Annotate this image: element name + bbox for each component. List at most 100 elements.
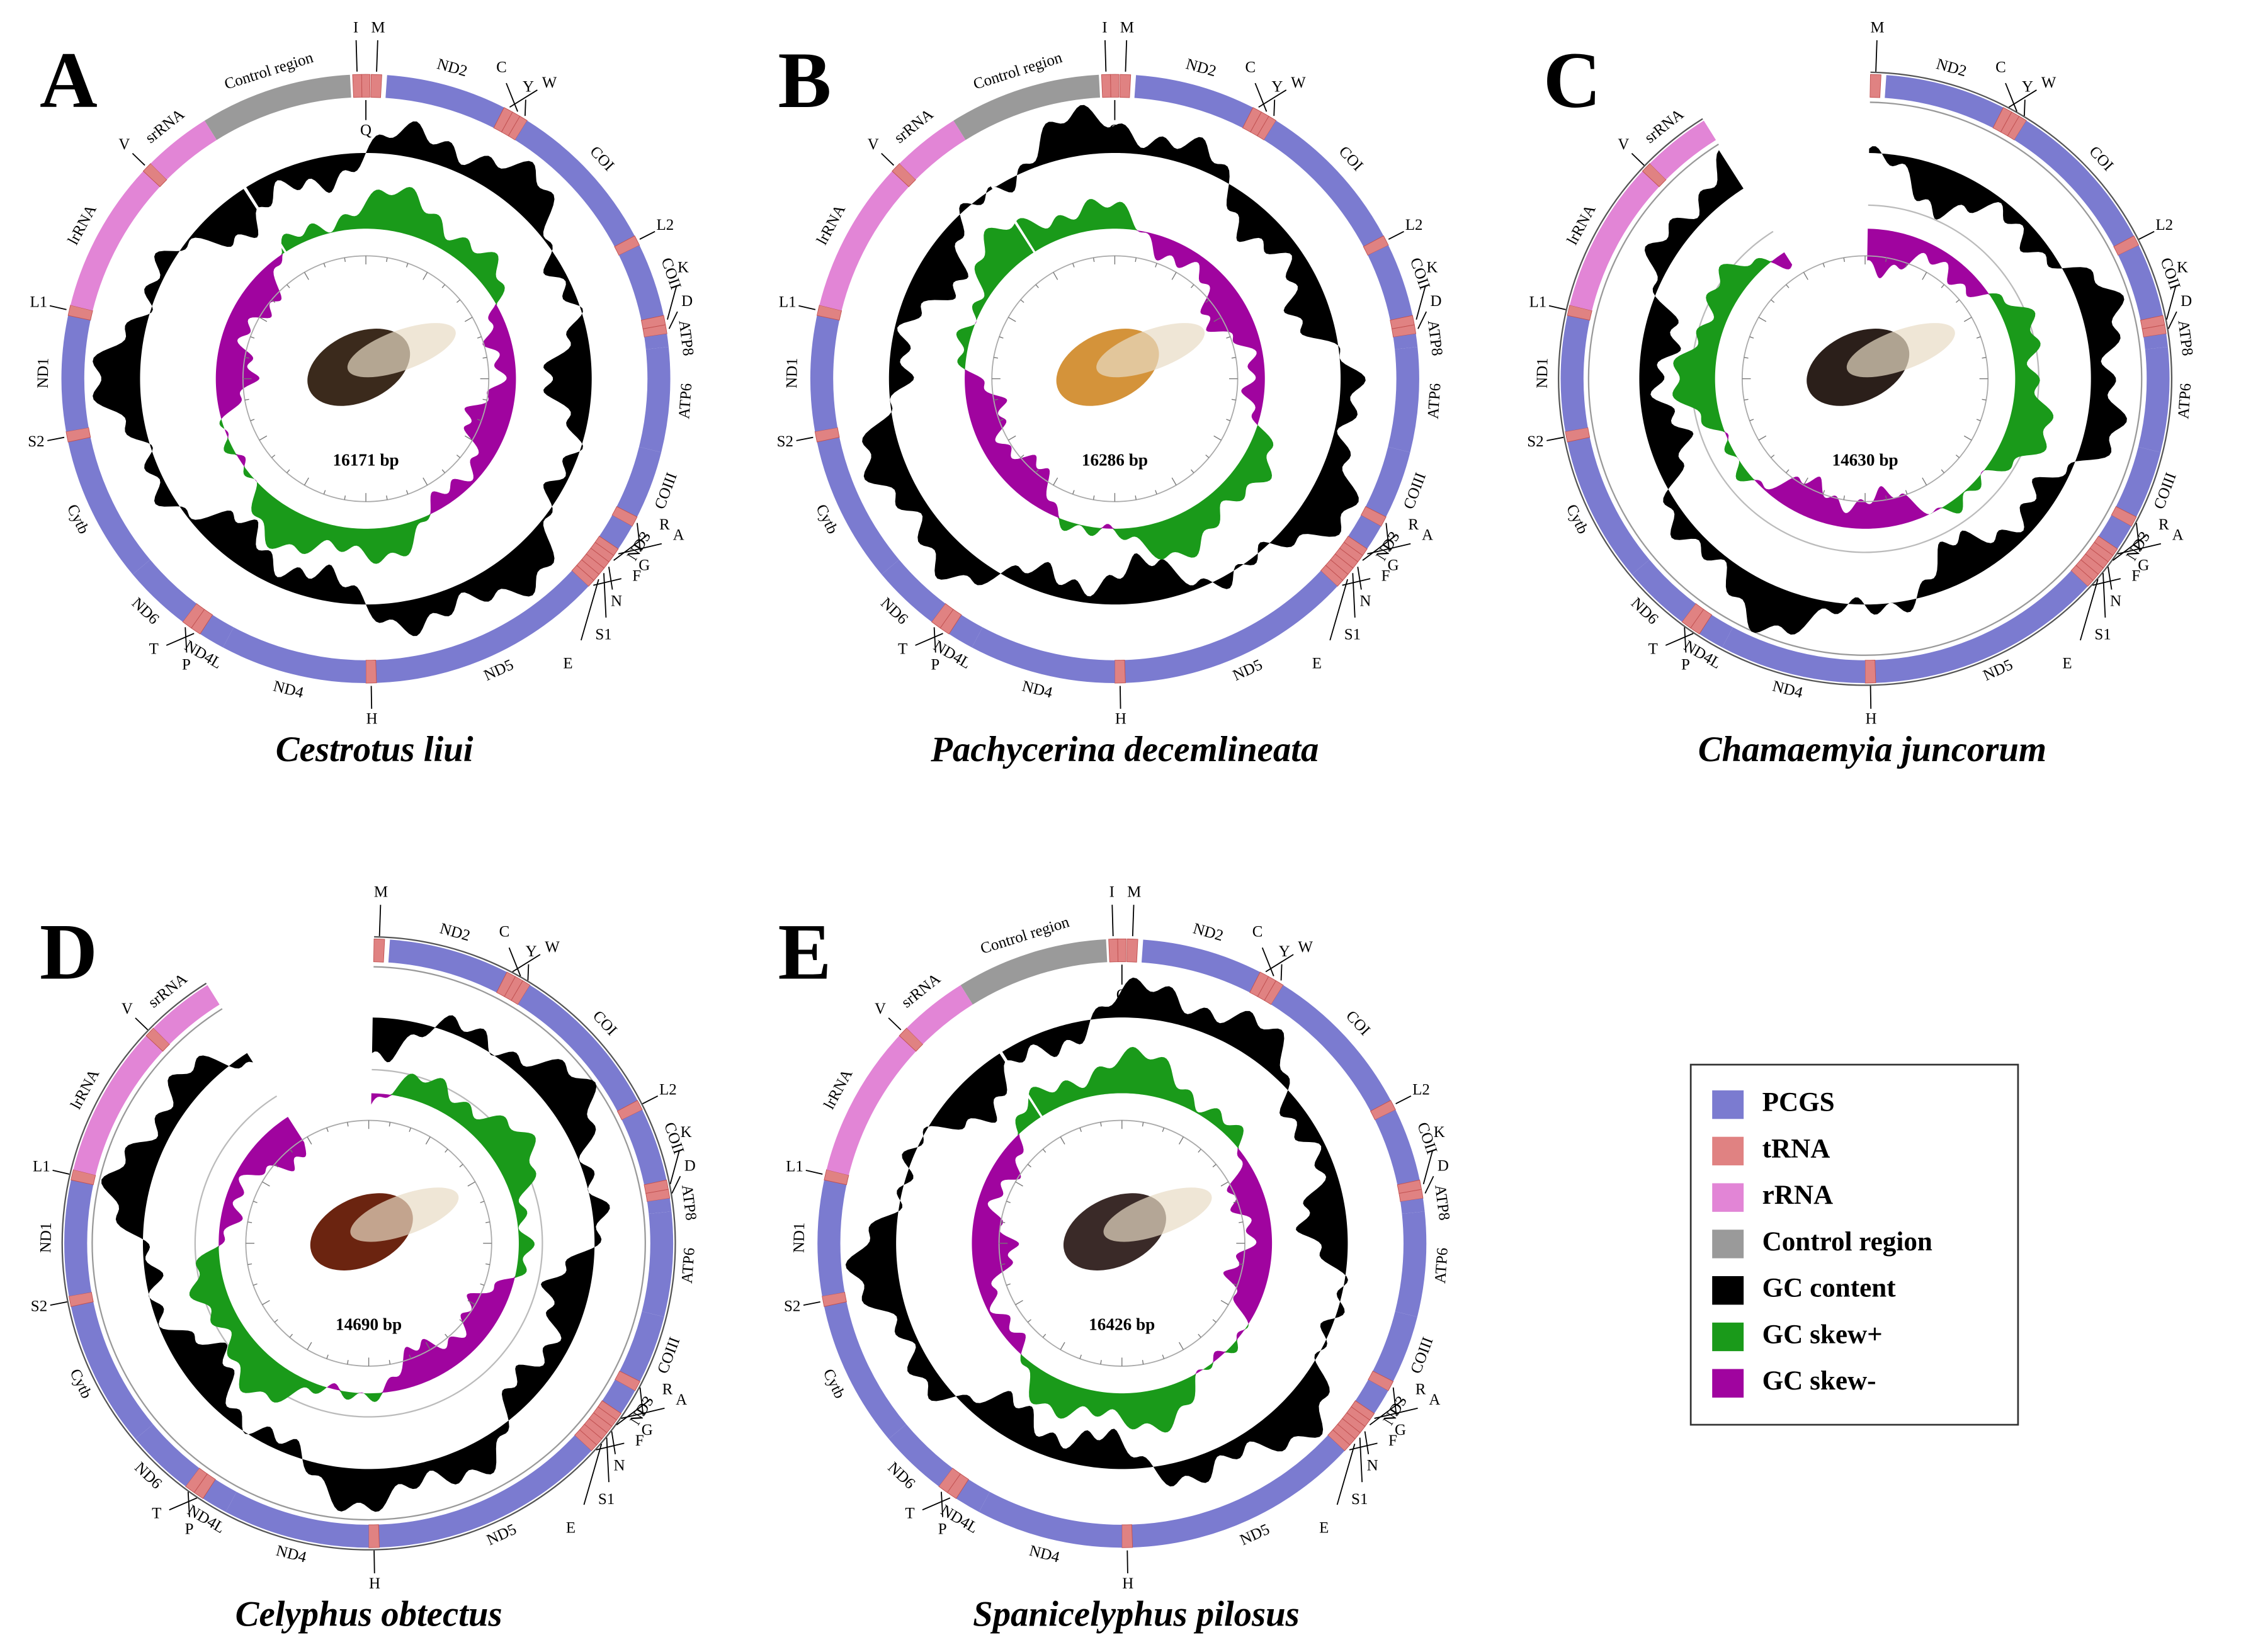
scale-tick <box>344 257 346 263</box>
scale-tick <box>1803 272 1808 280</box>
genome-length: 14630 bp <box>1832 450 1898 469</box>
gene-label: P <box>182 656 191 673</box>
gene-leader <box>1422 1150 1434 1185</box>
gene-leader <box>355 40 358 72</box>
gene-block <box>1650 120 1716 180</box>
map-ring <box>951 118 953 120</box>
gene-label: G <box>2138 557 2149 574</box>
gene-block <box>385 75 504 128</box>
scale-tick <box>1905 263 1908 268</box>
scale-tick <box>271 455 276 458</box>
gene-block <box>2007 115 2027 140</box>
gene-block <box>953 74 1101 140</box>
gene-block <box>1126 938 1138 963</box>
gene-leader <box>1352 573 1356 618</box>
legend-swatch <box>1712 1322 1744 1352</box>
scale-tick <box>1135 495 1137 500</box>
gene-leader <box>1126 1550 1128 1574</box>
gene-block <box>185 1468 208 1493</box>
gene-block <box>365 659 377 684</box>
gc-content <box>101 1015 610 1512</box>
gene-label: L2 <box>1405 217 1423 234</box>
legend-label: GC content <box>1762 1274 1897 1303</box>
gene-leader <box>1329 579 1348 641</box>
gene-label: D <box>1431 293 1442 310</box>
gene-block <box>68 437 150 575</box>
gene-block <box>620 1311 664 1382</box>
gene-label: W <box>545 939 560 956</box>
gene-block <box>1132 1435 1345 1547</box>
gene-leader <box>1342 578 1371 586</box>
scale-tick <box>1239 1221 1244 1223</box>
gene-block <box>71 1301 154 1439</box>
gene-block <box>153 985 220 1044</box>
scale-tick <box>274 1319 278 1323</box>
gene-block <box>518 985 638 1111</box>
gene-leader <box>2102 573 2106 618</box>
gene-label: L1 <box>30 293 47 310</box>
gene-label: ND1 <box>1534 358 1552 388</box>
gene-label: V <box>868 136 879 153</box>
gene-label: M <box>1870 20 1884 37</box>
gene-leader <box>639 1387 644 1417</box>
gene-label: ND2 <box>438 920 472 944</box>
gene-leader <box>2136 523 2140 552</box>
gene-label: S2 <box>1527 433 1543 450</box>
gene-label: ATP8 <box>675 319 696 357</box>
gc-skew-positive <box>956 199 1274 560</box>
gene-label: S2 <box>777 433 793 450</box>
gene-label: Q <box>1116 987 1128 1004</box>
scale-tick <box>326 1128 329 1132</box>
scale-tick <box>1020 299 1024 303</box>
scale-tick <box>1178 1136 1184 1145</box>
gene-leader <box>642 1095 659 1105</box>
gene-leader <box>1684 627 1687 653</box>
scale-tick <box>1155 263 1157 268</box>
gene-label: C <box>1252 924 1263 941</box>
gene-block <box>642 1211 674 1317</box>
gene-block <box>814 427 840 443</box>
gene-leader <box>922 1497 951 1511</box>
gene-leader <box>2079 579 2099 641</box>
panel-letter: B <box>778 37 831 125</box>
gene-block <box>1400 1198 1425 1214</box>
gene-label: S1 <box>2094 626 2111 643</box>
scale-tick <box>1963 317 1972 322</box>
scale-tick <box>1226 336 1231 339</box>
gene-label: N <box>611 592 622 609</box>
gene-label: K <box>678 259 689 276</box>
gene-label: COI <box>586 143 617 174</box>
gene-leader <box>668 311 678 329</box>
gene-leader <box>1392 1387 1397 1417</box>
scale-tick <box>244 399 249 401</box>
gene-label: S1 <box>595 626 611 643</box>
scale-tick <box>247 1221 252 1223</box>
scale-tick <box>287 469 290 473</box>
gene-block <box>1368 245 1413 320</box>
scale-tick <box>1001 1221 1006 1223</box>
gene-block <box>70 171 161 311</box>
scale-tick <box>441 284 446 288</box>
gene-label: S2 <box>28 433 44 450</box>
scale-tick <box>1213 317 1222 322</box>
gene-label: N <box>2110 592 2121 609</box>
gene-label: H <box>1122 1575 1133 1592</box>
scale-tick <box>1922 477 1927 485</box>
scale-tick <box>323 490 326 495</box>
gene-label: L2 <box>659 1081 677 1098</box>
gene-leader <box>603 573 607 618</box>
gene-block <box>388 939 508 993</box>
gene-block <box>822 1291 847 1307</box>
scale-tick <box>1822 263 1825 268</box>
gene-leader <box>580 579 599 641</box>
gene-block <box>1631 559 1696 622</box>
scale-tick <box>389 1122 391 1127</box>
scale-tick <box>1042 1333 1047 1338</box>
legend-swatch <box>1712 1090 1744 1119</box>
scale-tick <box>1006 1201 1011 1203</box>
gene-block <box>638 347 671 453</box>
gene-label: I <box>353 19 358 36</box>
scale-tick <box>423 477 428 485</box>
scale-tick <box>389 1360 391 1365</box>
gene-leader <box>2005 82 2017 112</box>
